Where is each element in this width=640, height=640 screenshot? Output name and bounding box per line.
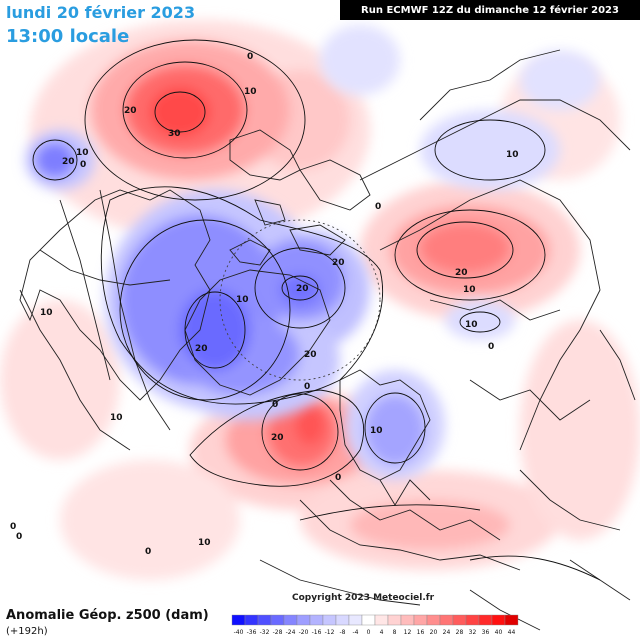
legend-swatch — [452, 614, 467, 626]
forecast-date: lundi 20 février 2023 — [6, 3, 196, 22]
legend-tick-label: -12 — [325, 629, 335, 636]
legend-tick-label: -16 — [312, 629, 322, 636]
legend-swatch — [400, 614, 415, 626]
run-info: Run ECMWF 12Z du dimanche 12 février 202… — [340, 0, 640, 20]
contour-lines — [32, 39, 601, 581]
copyright: Copyright 2023 Meteociel.fr — [292, 593, 435, 603]
legend-swatch — [335, 614, 350, 626]
contour-label: 10 — [463, 285, 476, 295]
contour-label: 10 — [76, 148, 89, 158]
legend-tick-label: 28 — [456, 629, 464, 636]
contour-label: 10 — [236, 295, 249, 305]
legend-swatch — [491, 614, 506, 626]
contour-label: 0 — [80, 160, 86, 170]
map-variable-label: Anomalie Géop. z500 (dam) — [6, 608, 209, 623]
contour-label: 20 — [332, 258, 345, 268]
legend-swatch — [478, 614, 493, 626]
legend-tick-label: 0 — [367, 629, 371, 636]
legend-swatch — [361, 614, 376, 626]
legend-tick-label: 24 — [443, 629, 451, 636]
legend-swatch — [426, 614, 441, 626]
contour-label: 10 — [40, 308, 53, 318]
legend-tick-label: 4 — [380, 629, 384, 636]
legend-tick-label: -24 — [286, 629, 296, 636]
contour-label: 0 — [10, 522, 16, 532]
contour-label: 10 — [198, 538, 211, 548]
forecast-hour-label: (+192h) — [6, 626, 48, 637]
legend-swatch — [387, 614, 402, 626]
contour-label: 0 — [247, 52, 253, 62]
contour-label: 20 — [62, 157, 75, 167]
contour-label: 10 — [110, 413, 123, 423]
contour-label: 10 — [244, 87, 257, 97]
contour-label: 20 — [304, 350, 317, 360]
legend-tick-label: -28 — [273, 629, 283, 636]
legend-swatch — [231, 614, 246, 626]
legend-tick-label: -40 — [234, 629, 244, 636]
contour-label: 20 — [124, 106, 137, 116]
legend-tick-label: -20 — [299, 629, 309, 636]
contour-label: 10 — [370, 426, 383, 436]
contour-label: 0 — [375, 202, 381, 212]
legend-swatch — [283, 614, 298, 626]
contour-label: 20 — [271, 433, 284, 443]
legend-swatch — [504, 614, 519, 626]
legend-swatch — [322, 614, 337, 626]
contour-label: 20 — [296, 284, 309, 294]
contour-label: 10 — [465, 320, 478, 330]
legend-swatch — [465, 614, 480, 626]
contour-label: 0 — [335, 473, 341, 483]
legend-tick-label: 40 — [495, 629, 503, 636]
legend-tick-label: 20 — [430, 629, 438, 636]
contour-label: 0 — [16, 532, 22, 542]
legend-tick-label: -36 — [247, 629, 257, 636]
legend-tick-label: 16 — [417, 629, 425, 636]
legend-swatch — [374, 614, 389, 626]
legend-tick-label: 12 — [404, 629, 412, 636]
legend-swatch — [296, 614, 311, 626]
legend-swatch — [244, 614, 259, 626]
legend-swatch — [413, 614, 428, 626]
contour-label: 0 — [488, 342, 494, 352]
legend-tick-label: 36 — [482, 629, 490, 636]
legend-swatch — [257, 614, 272, 626]
legend-swatch — [270, 614, 285, 626]
contour-label: 0 — [272, 400, 278, 410]
legend-tick-label: 32 — [469, 629, 477, 636]
legend-tick-label: -4 — [353, 629, 359, 636]
legend-swatch — [439, 614, 454, 626]
legend-swatch — [309, 614, 324, 626]
legend-tick-label: 44 — [508, 629, 516, 636]
contour-label: 0 — [145, 547, 151, 557]
legend-tick-label: -8 — [340, 629, 346, 636]
contour-label: 20 — [455, 268, 468, 278]
contour-label: 10 — [506, 150, 519, 160]
legend-swatch — [348, 614, 363, 626]
contour-label: 30 — [168, 129, 181, 139]
forecast-time: 13:00 locale — [6, 26, 130, 47]
legend-colorbar: -40 -36 -32 -28 -24 -20 -16 -12 -8 -4 0 4 8 12 16 20 24 2… — [231, 614, 519, 636]
contour-label: 0 — [304, 382, 310, 392]
contour-labels: 0 10 20 30 20 10 0 20 10 20 20 20 0 10 0… — [10, 52, 519, 557]
legend-tick-label: -32 — [260, 629, 270, 636]
legend-tick-label: 8 — [393, 629, 397, 636]
contour-label: 20 — [195, 344, 208, 354]
